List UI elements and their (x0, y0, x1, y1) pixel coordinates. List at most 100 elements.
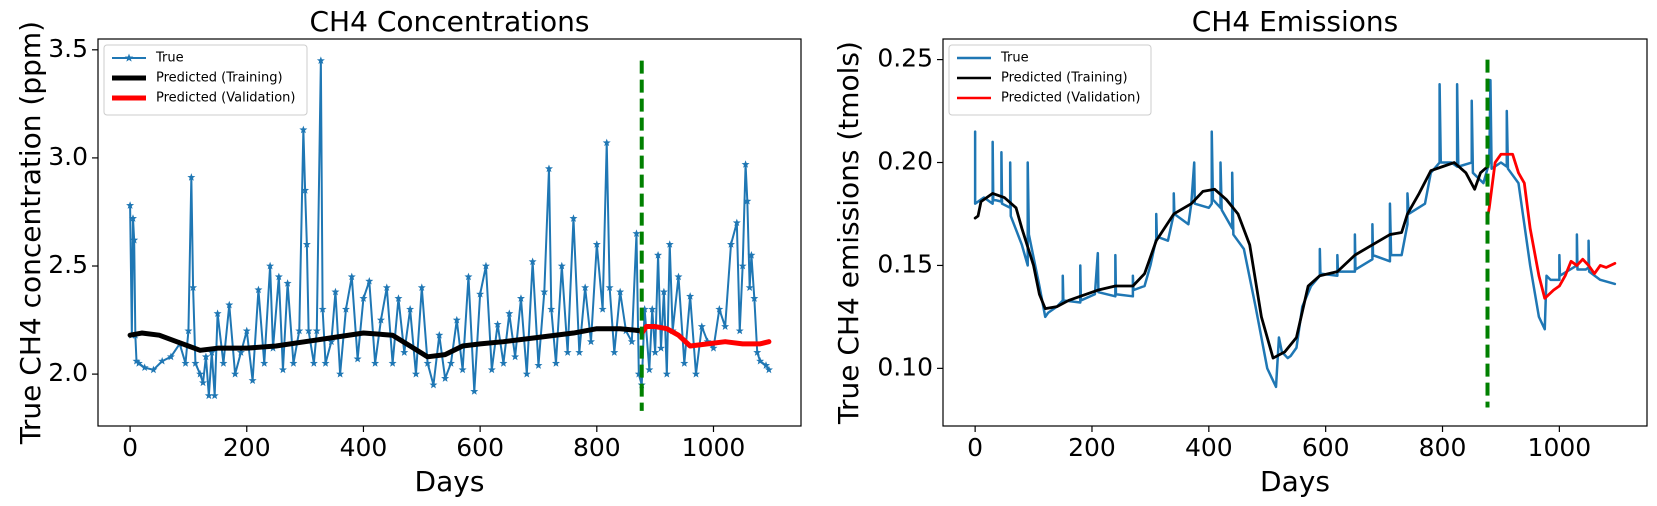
data-point-star (231, 369, 240, 378)
legend-item-true: True (112, 51, 184, 66)
x-tick-label: 0 (122, 433, 138, 462)
data-point-star (662, 369, 671, 378)
legend-label-predicted-validation: Predicted (Validation) (156, 91, 296, 106)
legend: True Predicted (Training) Predicted (Val… (103, 44, 308, 116)
data-point-star (435, 331, 444, 339)
data-point-star (481, 261, 490, 270)
data-point-star (715, 305, 724, 313)
data-point-star (353, 354, 362, 363)
y-tick-label: 3.5 (48, 34, 88, 63)
data-point-star (382, 283, 391, 292)
data-point-star (586, 337, 595, 346)
data-point-star (327, 337, 336, 346)
data-point-star (213, 309, 222, 317)
x-tick-label: 1000 (682, 433, 746, 462)
data-point-star (336, 369, 345, 378)
data-point-star (321, 359, 330, 367)
legend-label-predicted-training: Predicted (Training) (156, 71, 283, 86)
x-tick-label: 400 (340, 433, 388, 462)
legend-marker-star (124, 53, 134, 62)
data-point-star (697, 322, 706, 330)
data-point-star (441, 374, 450, 382)
data-point-star (686, 292, 695, 300)
data-point-star (764, 365, 773, 374)
data-point-star (738, 261, 747, 270)
data-point-star (411, 369, 420, 378)
data-point-star (242, 326, 251, 335)
data-point-star (274, 272, 283, 281)
data-point-star (129, 214, 137, 222)
data-point-star (741, 160, 750, 168)
data-point-star (204, 391, 213, 400)
data-point-star (158, 356, 167, 365)
plot-area-frame (97, 38, 802, 427)
data-point-star (458, 365, 467, 374)
data-point-star (703, 337, 712, 346)
data-point-star (592, 240, 601, 248)
series-line-true (973, 78, 1617, 389)
series-line-predicted-training (127, 326, 645, 360)
legend-frame (103, 44, 308, 116)
legend-label-predicted-training: Predicted (Training) (1001, 71, 1128, 86)
data-point-star (645, 365, 654, 374)
data-point-star (225, 300, 234, 309)
legend-frame (948, 44, 1152, 116)
data-point-star (278, 365, 287, 374)
x-tick-label: 800 (573, 433, 621, 462)
data-point-star (464, 272, 473, 281)
chart-ch4-emissions: 0 200 400 600 800 1000 0.10 0.15 0.20 0.25 CH4 Em… (832, 5, 1648, 498)
chart-ch4-concentrations: 0 200 400 600 800 1000 2.0 2.5 3.0 3.5 CH4 Concen… (14, 5, 802, 498)
x-tick-label: 200 (223, 433, 271, 462)
data-point-star (219, 359, 228, 367)
data-point-star (674, 272, 683, 281)
data-point-star (130, 235, 139, 244)
data-point-star (627, 337, 636, 346)
data-point-star (563, 348, 572, 356)
y-axis-label: True CH4 concentration (ppm) (14, 21, 47, 445)
y-tick-label: 0.20 (877, 147, 933, 176)
data-point-star (534, 361, 543, 369)
data-point-star (196, 369, 205, 378)
data-point-star (140, 363, 149, 372)
data-point-star (289, 359, 298, 367)
data-point-star (732, 218, 741, 227)
legend-item-predicted-validation: Predicted (Validation) (112, 91, 296, 106)
data-point-star (505, 309, 514, 317)
series-line-predicted-validation (639, 324, 772, 349)
data-point-star (727, 240, 735, 248)
data-point-star (651, 348, 660, 356)
data-point-star (304, 326, 313, 335)
data-point-star (365, 276, 374, 285)
data-point-star (659, 287, 668, 296)
data-point-star (199, 378, 208, 387)
legend-item-predicted-validation: Predicted (Validation) (957, 91, 1141, 106)
legend-label-true: True (1000, 51, 1029, 66)
data-point-star (557, 261, 566, 270)
data-point-star (476, 289, 485, 298)
data-point-star (753, 348, 762, 356)
data-point-star (528, 257, 537, 266)
data-point-star (181, 359, 190, 367)
data-point-star (388, 359, 397, 367)
y-tick-label: 2.5 (48, 250, 88, 279)
x-tick-label: 600 (456, 433, 504, 462)
data-point-star (316, 56, 325, 65)
data-point-star (493, 320, 502, 328)
data-point-star (569, 214, 578, 222)
data-point-star (551, 359, 560, 367)
data-point-star (540, 287, 549, 296)
data-point-star (309, 359, 318, 367)
data-point-star (632, 229, 641, 237)
x-axis-label: Days (1260, 465, 1330, 498)
data-point-star (762, 361, 770, 369)
data-point-star (648, 305, 657, 313)
x-tick-label: 600 (1302, 433, 1350, 462)
data-point-star (236, 348, 245, 356)
series-line-predicted-validation (1486, 152, 1617, 300)
data-point-star (575, 348, 584, 356)
data-point-star (400, 348, 409, 356)
data-point-star (544, 164, 553, 173)
data-point-star (302, 240, 311, 248)
data-point-star (184, 326, 193, 335)
data-point-star (201, 352, 210, 361)
